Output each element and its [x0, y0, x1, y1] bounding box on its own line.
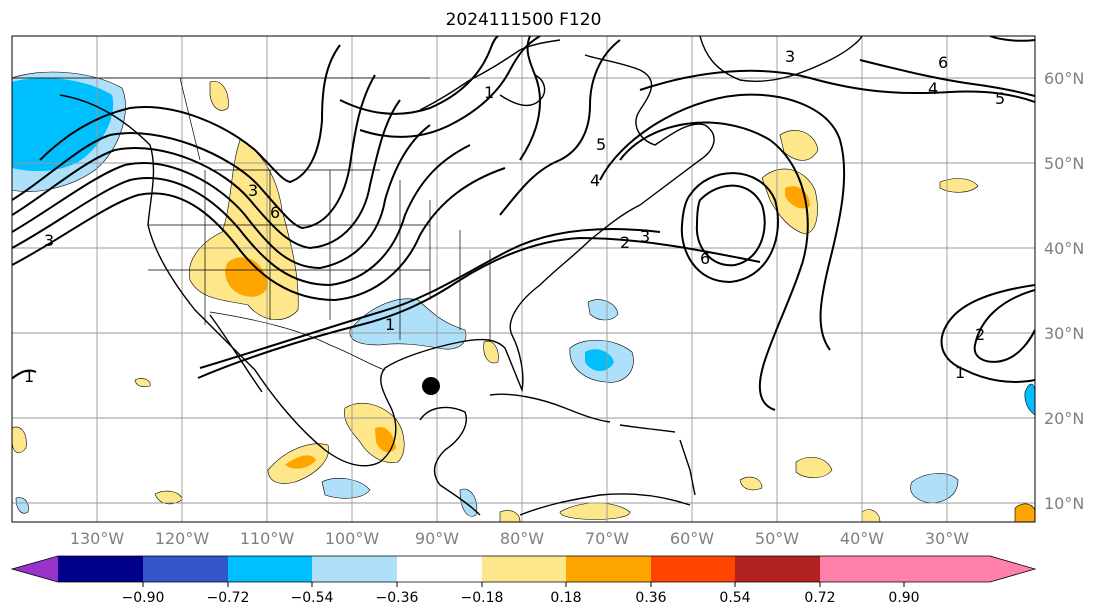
chart-title: 2024111500 F120 [445, 10, 602, 30]
map-background [12, 36, 1035, 522]
colorbar-tick-label: 0.90 [888, 590, 919, 606]
contour-label: 1 [385, 315, 395, 334]
colorbar-segment [58, 556, 143, 582]
latitude-labels: 60°N 50°N 40°N 30°N 20°N 10°N [1044, 69, 1084, 513]
colorbar-segment [735, 556, 820, 582]
lon-label: 100°W [325, 529, 380, 548]
colorbar-segment [820, 556, 904, 582]
colorbar-tick-label: −0.36 [376, 590, 419, 606]
lon-label: 80°W [500, 529, 544, 548]
lon-label: 30°W [925, 529, 969, 548]
contour-label: 5 [596, 135, 606, 154]
lon-label: 70°W [585, 529, 629, 548]
colorbar-tick-label: −0.54 [291, 590, 334, 606]
contour-label: 1 [24, 367, 34, 386]
map-frame [11, 35, 1036, 523]
contour-label: 6 [938, 53, 948, 72]
contour-lines [12, 36, 1035, 411]
contour-label: 2 [620, 233, 630, 252]
colorbar-tick-label: −0.72 [207, 590, 250, 606]
colorbar-tick-label: 0.36 [635, 590, 666, 606]
colorbar-tick-label: −0.18 [461, 590, 504, 606]
colorbar-tick-label: 0.18 [550, 590, 581, 606]
colorbar-tick-label: 0.72 [804, 590, 835, 606]
colorbar-tick-label: −0.90 [122, 590, 165, 606]
gridlines [12, 36, 1035, 522]
contour-label: 1 [955, 363, 965, 382]
contour-label: 2 [975, 325, 985, 344]
colorbar: −0.90 −0.72 −0.54 −0.36 −0.18 0.18 0.36 … [10, 555, 1037, 606]
colorbar-segment [566, 556, 651, 582]
contour-label: 3 [44, 231, 54, 250]
contour-label: 1 [484, 83, 494, 102]
lon-label: 120°W [155, 529, 210, 548]
contour-label: 5 [995, 89, 1005, 108]
lat-label: 20°N [1044, 409, 1084, 428]
storm-center-marker [422, 377, 440, 395]
lat-label: 50°N [1044, 154, 1084, 173]
colorbar-tick-labels: −0.90 −0.72 −0.54 −0.36 −0.18 0.18 0.36 … [122, 590, 920, 606]
colorbar-low-extension [12, 556, 58, 582]
political-borders [12, 77, 491, 371]
lon-label: 40°W [840, 529, 884, 548]
contour-label: 3 [785, 47, 795, 66]
contour-label: 3 [640, 227, 650, 246]
contour-label: 6 [270, 203, 280, 222]
colorbar-segment [651, 556, 735, 582]
lat-label: 40°N [1044, 239, 1084, 258]
longitude-labels: 130°W 120°W 110°W 100°W 90°W 80°W 70°W 6… [70, 529, 969, 548]
colorbar-segment [482, 556, 566, 582]
contour-label: 4 [928, 79, 938, 98]
colorbar-high-extension [904, 556, 1035, 582]
contour-label: 3 [248, 181, 258, 200]
lon-label: 50°W [755, 529, 799, 548]
contour-label: 4 [590, 171, 600, 190]
colorbar-ticks [142, 582, 905, 587]
colorbar-segment [312, 556, 397, 582]
colorbar-segment [228, 556, 312, 582]
contour-labels: 3 1 6 3 1 6 2 3 4 5 4 5 6 3 2 1 1 [24, 47, 1005, 386]
lon-label: 130°W [70, 529, 125, 548]
lat-label: 30°N [1044, 324, 1084, 343]
colorbar-outline [10, 555, 1037, 583]
lon-label: 90°W [415, 529, 459, 548]
contour-label: 6 [700, 249, 710, 268]
colorbar-segment [397, 556, 482, 582]
lon-label: 110°W [240, 529, 295, 548]
colorbar-tick-label: 0.54 [719, 590, 750, 606]
colorbar-segment [143, 556, 228, 582]
lat-label: 10°N [1044, 494, 1084, 513]
lat-label: 60°N [1044, 69, 1084, 88]
lon-label: 60°W [670, 529, 714, 548]
